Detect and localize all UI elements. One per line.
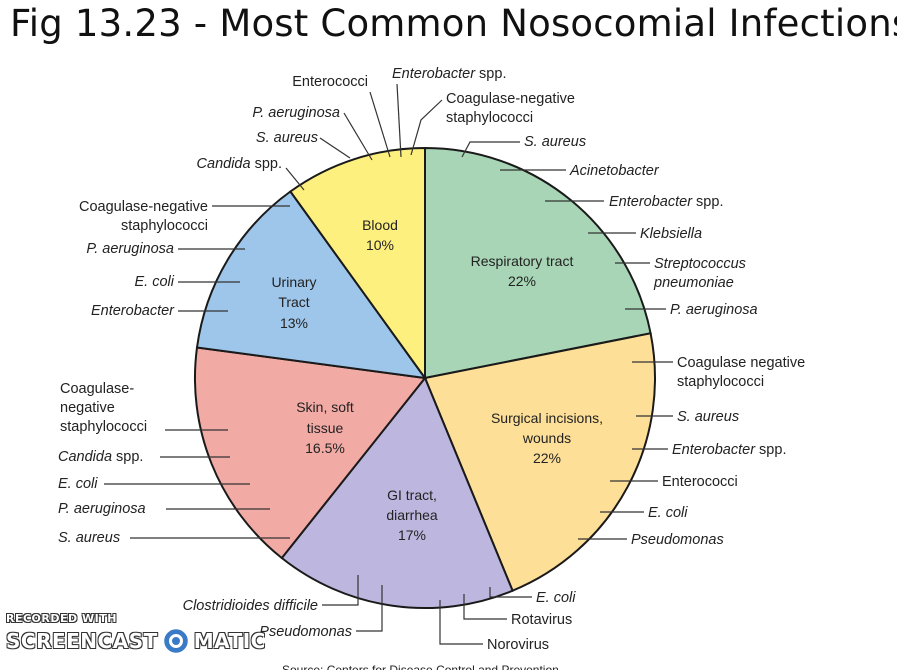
organism-label-s-aureus: S. aureus [677,409,739,425]
slice-value-label: 17% [398,527,426,543]
organism-label-coagulase-negative-staphylococci: Coagulase negative staphylococci [677,355,805,390]
leader-line [319,137,351,159]
organism-label-rotavirus: Rotavirus [511,612,572,628]
organism-label-e-coli: E. coli [648,505,688,521]
organism-label-e-coli: E. coli [58,476,98,492]
screencast-watermark: RECORDED WITH SCREENCAST MATIC [6,612,266,656]
screencast-logo-icon [161,626,190,656]
leader-line [439,600,483,645]
leader-line [369,91,391,158]
organism-label-p-aeruginosa: P. aeruginosa [58,501,146,517]
organism-label-coagulase-negative-staphylococci: Coagulase-negative staphylococci [79,199,208,234]
organism-label-candida-spp: Candida spp. [58,449,143,465]
leader-line [343,112,373,161]
organism-label-coagulase-negative-staphylococci: Coagulase-negative staphylococci [446,91,575,126]
slice-category-label: Surgical incisions, [491,410,603,426]
organism-label-p-aeruginosa: P. aeruginosa [670,302,758,318]
organism-label-enterococci: Enterococci [662,474,738,490]
leader-line [461,141,520,158]
organism-label-s-aureus: S. aureus [524,134,586,150]
slice-value-label: 22% [533,450,561,466]
organism-label-s-aureus: S. aureus [58,530,120,546]
pie-slice-respiratory-tract [424,146,652,380]
leader-line [396,83,402,158]
slice-category-label: Skin, soft [296,399,354,415]
slice-category-label: Blood [362,217,398,233]
watermark-matic: MATIC [193,629,266,653]
organism-label-pseudomonas: Pseudomonas [259,624,352,640]
organism-label-e-coli: E. coli [536,590,576,606]
organism-label-p-aeruginosa: P. aeruginosa [86,241,174,257]
organism-label-clostridioides-difficile: Clostridioides difficile [183,598,318,614]
organism-label-candida-spp: Candida spp. [197,156,282,172]
slice-category-label: wounds [522,430,571,446]
organism-label-enterobacter-spp: Enterobacter spp. [672,442,786,458]
slice-value-label: 22% [508,273,536,289]
slice-category-label: Tract [278,294,309,310]
organism-label-p-aeruginosa: P. aeruginosa [252,105,340,121]
organism-label-coagulase-negative-staphylococci: Coagulase-negative staphylococci [60,381,147,435]
figure-title: Fig 13.23 - Most Common Nosocomial Infec… [10,2,897,45]
leader-line [410,99,443,156]
leader-line [285,167,305,191]
leader-line [322,575,359,606]
organism-label-s-aureus: S. aureus [256,130,318,146]
organism-label-norovirus: Norovirus [487,637,549,653]
source-note: Source: Centers for Disease Control and … [282,663,559,670]
slice-value-label: 13% [280,315,308,331]
organism-label-e-coli: E. coli [135,274,175,290]
organism-label-enterobacter-spp: Enterobacter spp. [392,66,506,82]
slice-category-label: diarrhea [386,507,438,523]
organism-label-klebsiella: Klebsiella [640,226,702,242]
pie-slice-skin-soft-tissue [194,346,427,560]
watermark-recorded-with: RECORDED WITH [6,612,117,625]
pie-slice-urinary-tract [195,190,428,380]
slice-value-label: 10% [366,237,394,253]
organism-label-pseudomonas: Pseudomonas [631,532,724,548]
slice-category-label: Respiratory tract [471,253,574,269]
leader-line [463,594,507,620]
organism-label-streptococcus-pneumoniae: Streptococcus pneumoniae [653,256,746,291]
slice-category-label: Urinary [271,274,316,290]
slice-value-label: 16.5% [305,440,345,456]
pie-slice-blood [289,146,426,382]
leader-line [489,587,532,598]
pie-slice-surgical-incisions-wounds [423,332,656,593]
slice-category-label: GI tract, [387,487,437,503]
watermark-screencast: SCREENCAST [6,629,158,653]
organism-label-acinetobacter: Acinetobacter [569,163,660,179]
organism-label-enterobacter-spp: Enterobacter spp. [609,194,723,210]
slice-category-label: tissue [307,420,344,436]
organism-label-enterobacter: Enterobacter [91,303,175,319]
leader-line [356,585,383,632]
pie-slice-gi-tract-diarrhea [280,376,514,609]
organism-label-enterococci: Enterococci [292,74,368,90]
